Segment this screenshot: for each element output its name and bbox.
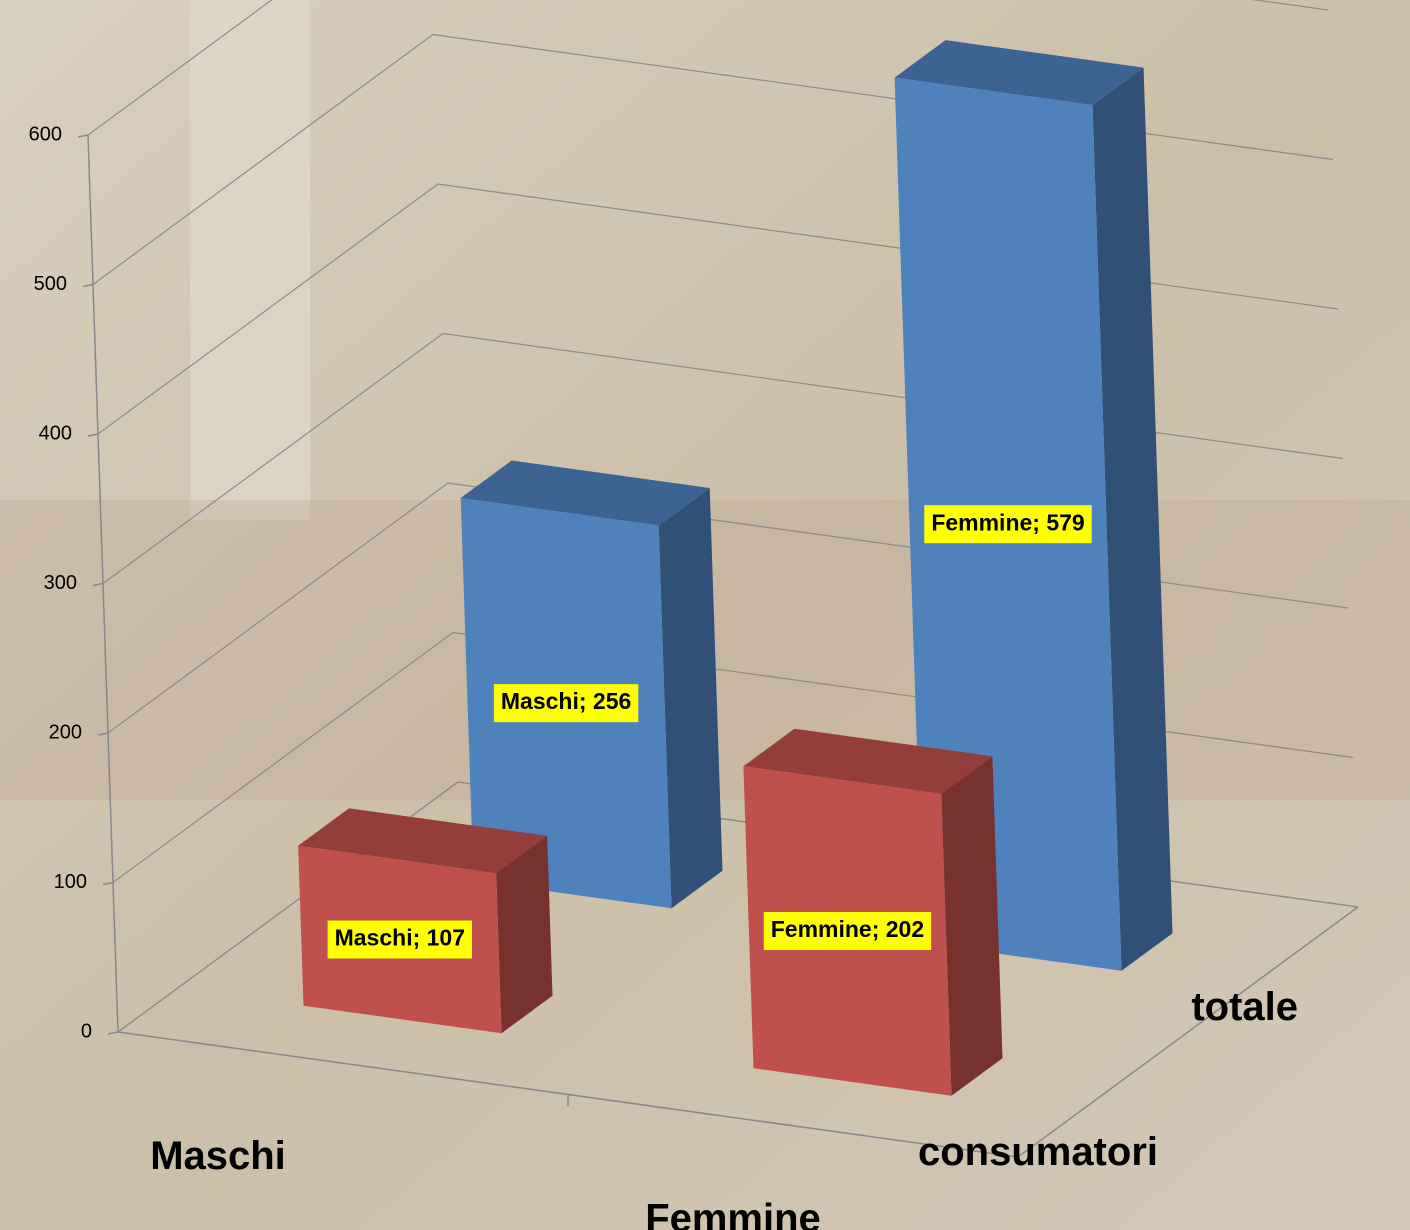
depth-label: consumatori — [918, 1130, 1158, 1174]
data-label-bg — [493, 684, 639, 723]
data-label: Maschi; 107 — [335, 925, 465, 951]
data-label-bg — [763, 912, 932, 951]
x-tick-label: Maschi — [150, 1134, 286, 1178]
background-shape — [190, 0, 310, 520]
tick-mark — [92, 582, 104, 587]
y-tick-label: 500 — [34, 273, 67, 295]
tick-mark — [107, 1031, 119, 1035]
y-tick-label: 600 — [29, 123, 62, 145]
grid-line — [87, 0, 1329, 136]
y-tick-label: 100 — [54, 871, 87, 893]
tick-mark — [82, 283, 94, 288]
depth-label: totale — [1191, 985, 1298, 1029]
bar-side — [941, 756, 1003, 1096]
y-tick-label: 0 — [81, 1020, 92, 1042]
tick-mark — [77, 134, 89, 138]
y-tick-label: 400 — [39, 422, 72, 444]
data-label: Femmine; 202 — [771, 916, 924, 942]
data-label-bg — [924, 505, 1092, 544]
bar-side — [496, 835, 553, 1034]
bar-top — [743, 728, 993, 794]
bar-top — [894, 40, 1144, 106]
data-label-bg — [327, 920, 473, 959]
y-tick-label: 200 — [49, 721, 82, 743]
bar-top — [298, 808, 548, 874]
tick-mark — [97, 732, 109, 736]
y-tick-label: 300 — [44, 572, 77, 594]
x-tick-label: Femmine — [645, 1196, 821, 1230]
data-label: Maschi; 256 — [501, 688, 631, 714]
tick-mark — [87, 433, 99, 437]
bar-side — [658, 488, 723, 909]
bar-top — [460, 460, 710, 526]
bar-side — [1092, 67, 1173, 971]
tick-mark — [102, 881, 114, 886]
data-label: Femmine; 579 — [931, 509, 1084, 535]
